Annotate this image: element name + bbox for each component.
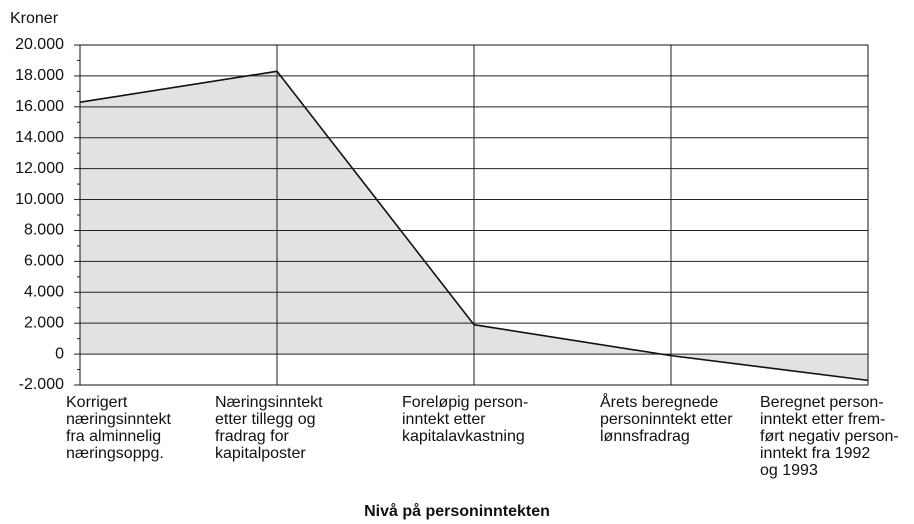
y-tick-label: 10.000	[15, 191, 64, 208]
x-tick-label: Foreløpig person-inntekt etter kapitalavk…	[402, 394, 528, 445]
y-tick-label: 8.000	[24, 222, 64, 239]
y-tick-label: 20.000	[15, 36, 64, 53]
y-tick-label: 14.000	[15, 129, 64, 146]
y-tick-label: 0	[55, 345, 64, 362]
x-tick-label: Beregnet person-inntekt etter frem-ført …	[760, 394, 899, 479]
y-tick-label: 12.000	[15, 160, 64, 177]
y-tick-label: 2.000	[24, 314, 64, 331]
x-axis-title: Nivå på personinntekten	[364, 502, 550, 520]
y-tick-label: 4.000	[24, 283, 64, 300]
y-tick-label: 6.000	[24, 253, 64, 270]
y-tick-label: -2.000	[19, 376, 64, 393]
x-tick-label: Korrigert næringsinntekt fra alminnelig nær…	[66, 394, 172, 462]
x-tick-label: Næringsinntekt etter tillegg og fradrag fo…	[215, 394, 323, 462]
y-axis-label: Kroner	[10, 10, 59, 27]
y-tick-label: 18.000	[15, 67, 64, 84]
x-tick-label: Årets beregnede personinntekt etter lønnsf…	[600, 392, 733, 445]
y-tick-label: 16.000	[15, 98, 64, 115]
plot-frame	[79, 44, 869, 386]
line	[79, 70, 869, 382]
